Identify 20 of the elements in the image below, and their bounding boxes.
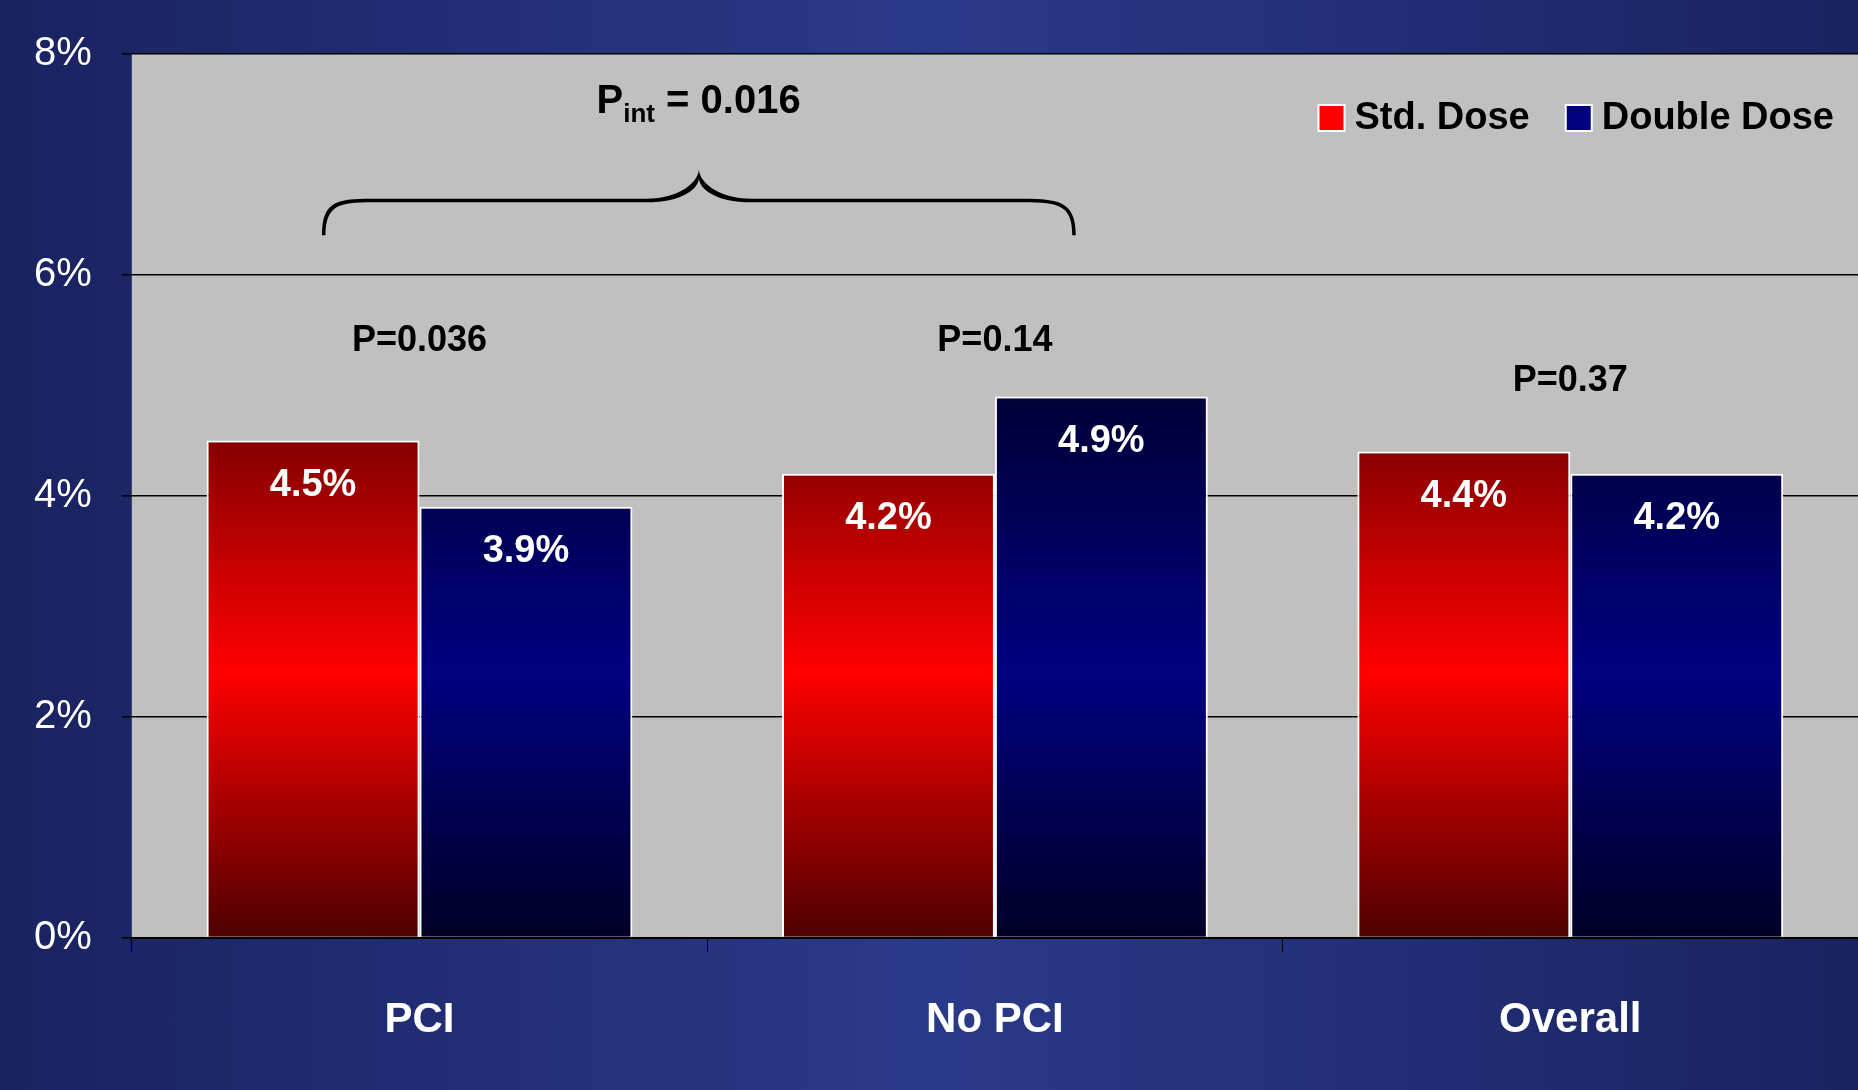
annotation: P=0.036 (351, 318, 488, 360)
y-tick-label: 4% (34, 470, 92, 515)
data-label: 4.9% (1058, 417, 1145, 460)
y-tick-label: 0% (34, 912, 92, 957)
data-label: 4.5% (269, 462, 357, 505)
x-tick-label: PCI (384, 994, 455, 1042)
data-label: 4.4% (1420, 473, 1508, 516)
y-tick-label: 2% (34, 691, 92, 736)
annotation: P=0.37 (1512, 357, 1628, 399)
y-tick-label: 6% (34, 249, 92, 294)
y-tick-label: 8% (34, 29, 92, 74)
annotation: P=0.14 (937, 318, 1053, 360)
x-tick-label: Overall (1499, 994, 1642, 1042)
data-label: 4.2% (1633, 495, 1721, 538)
data-label: 4.2% (845, 495, 932, 538)
annotation: P$_{int}$ = 0.016 (596, 76, 801, 129)
x-tick-label: No PCI (926, 994, 1064, 1042)
legend-label: Std. Dose (1354, 95, 1530, 138)
data-label: 3.9% (482, 528, 570, 571)
legend-label: Double Dose (1601, 95, 1834, 138)
